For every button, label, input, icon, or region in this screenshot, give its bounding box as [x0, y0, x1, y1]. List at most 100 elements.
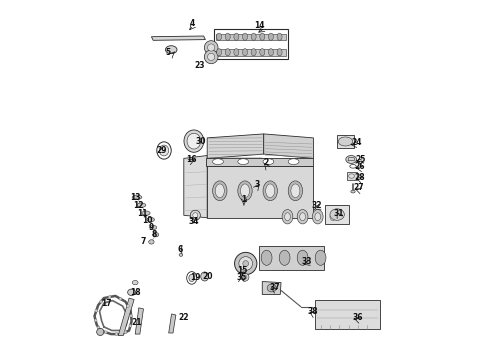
- Ellipse shape: [132, 280, 138, 285]
- Ellipse shape: [208, 53, 215, 60]
- Text: 4: 4: [190, 19, 196, 28]
- Text: 29: 29: [156, 146, 167, 155]
- Ellipse shape: [213, 159, 223, 165]
- Ellipse shape: [217, 33, 221, 40]
- Polygon shape: [207, 166, 314, 218]
- Text: 14: 14: [254, 21, 265, 30]
- Ellipse shape: [261, 250, 272, 265]
- Ellipse shape: [243, 275, 247, 279]
- Ellipse shape: [330, 213, 336, 221]
- Ellipse shape: [300, 213, 305, 221]
- Ellipse shape: [239, 257, 252, 270]
- Ellipse shape: [315, 250, 326, 265]
- Ellipse shape: [153, 233, 159, 237]
- Ellipse shape: [330, 209, 344, 220]
- Ellipse shape: [217, 49, 221, 56]
- Ellipse shape: [285, 213, 291, 221]
- Text: 33: 33: [302, 256, 312, 266]
- Text: 15: 15: [237, 266, 247, 275]
- Polygon shape: [207, 134, 264, 158]
- Ellipse shape: [204, 41, 218, 54]
- Ellipse shape: [234, 49, 239, 56]
- Ellipse shape: [184, 130, 204, 152]
- Text: 13: 13: [130, 193, 141, 202]
- Ellipse shape: [201, 272, 209, 281]
- Ellipse shape: [147, 217, 154, 222]
- Ellipse shape: [137, 203, 146, 207]
- Ellipse shape: [267, 284, 276, 292]
- Text: 17: 17: [101, 299, 112, 307]
- Polygon shape: [264, 134, 314, 158]
- Circle shape: [119, 297, 122, 300]
- Ellipse shape: [279, 250, 290, 265]
- Ellipse shape: [282, 210, 293, 224]
- Circle shape: [99, 300, 102, 303]
- Text: 32: 32: [312, 202, 322, 210]
- Ellipse shape: [243, 49, 247, 56]
- Polygon shape: [348, 158, 355, 161]
- Ellipse shape: [288, 159, 299, 165]
- Text: 21: 21: [132, 318, 142, 327]
- Ellipse shape: [269, 49, 273, 56]
- Text: 7: 7: [141, 237, 146, 246]
- Polygon shape: [259, 246, 324, 270]
- Text: 28: 28: [354, 173, 365, 182]
- Polygon shape: [315, 300, 380, 329]
- Ellipse shape: [235, 252, 257, 275]
- Ellipse shape: [266, 184, 275, 198]
- Ellipse shape: [291, 184, 300, 198]
- Text: 3: 3: [255, 180, 260, 189]
- Circle shape: [124, 331, 127, 334]
- Polygon shape: [262, 282, 281, 294]
- Ellipse shape: [260, 33, 265, 40]
- Ellipse shape: [238, 181, 252, 201]
- Ellipse shape: [241, 273, 249, 281]
- Ellipse shape: [351, 190, 355, 193]
- Bar: [216, 49, 286, 56]
- Polygon shape: [118, 298, 134, 336]
- Ellipse shape: [277, 49, 282, 56]
- Ellipse shape: [234, 33, 239, 40]
- Bar: [216, 34, 286, 40]
- Circle shape: [95, 309, 98, 312]
- Ellipse shape: [166, 46, 177, 54]
- Ellipse shape: [243, 33, 247, 40]
- Text: 18: 18: [130, 288, 141, 297]
- Text: 8: 8: [151, 230, 157, 239]
- Text: 31: 31: [333, 209, 344, 217]
- Ellipse shape: [150, 225, 157, 230]
- Bar: [337, 135, 354, 148]
- Text: 26: 26: [354, 162, 365, 171]
- Ellipse shape: [97, 328, 104, 336]
- Text: 35: 35: [236, 274, 246, 282]
- Circle shape: [94, 319, 97, 322]
- Ellipse shape: [260, 49, 265, 56]
- Polygon shape: [184, 156, 207, 218]
- Text: 1: 1: [241, 195, 246, 204]
- Ellipse shape: [297, 210, 308, 224]
- Text: 19: 19: [191, 274, 201, 282]
- Ellipse shape: [312, 210, 323, 224]
- Text: 9: 9: [149, 223, 154, 232]
- Ellipse shape: [288, 181, 303, 201]
- Ellipse shape: [208, 44, 215, 51]
- Ellipse shape: [193, 213, 198, 218]
- Ellipse shape: [263, 159, 274, 165]
- Ellipse shape: [225, 33, 230, 40]
- Text: 12: 12: [134, 201, 144, 210]
- Text: 6: 6: [177, 245, 183, 253]
- Circle shape: [104, 331, 107, 334]
- Text: 22: 22: [178, 313, 189, 322]
- Text: 27: 27: [353, 184, 364, 193]
- Circle shape: [126, 305, 129, 307]
- Ellipse shape: [190, 210, 200, 220]
- Ellipse shape: [204, 50, 218, 64]
- Ellipse shape: [179, 253, 183, 256]
- Circle shape: [130, 314, 132, 317]
- Ellipse shape: [148, 240, 154, 244]
- Ellipse shape: [142, 211, 150, 215]
- Polygon shape: [206, 158, 313, 166]
- Ellipse shape: [315, 213, 320, 221]
- Ellipse shape: [225, 49, 230, 56]
- Text: 30: 30: [196, 137, 206, 146]
